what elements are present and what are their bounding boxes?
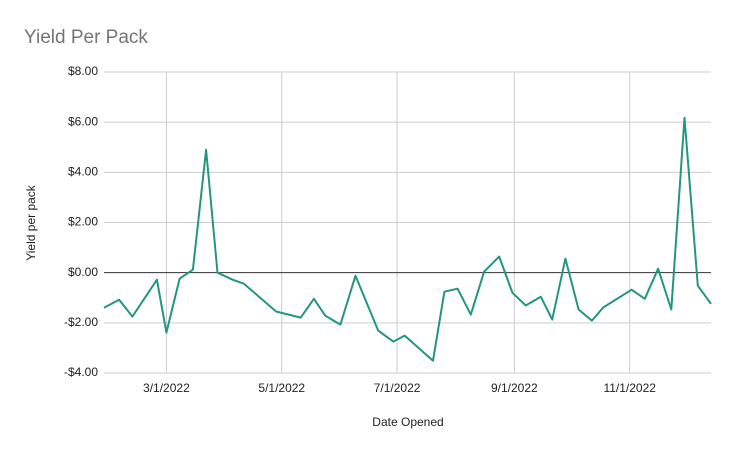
x-tick-label: 7/1/2022 xyxy=(374,381,421,395)
y-tick-label: -$2.00 xyxy=(64,315,98,329)
x-tick-label: 3/1/2022 xyxy=(143,381,190,395)
x-tick-label: 5/1/2022 xyxy=(258,381,305,395)
x-tick-label: 9/1/2022 xyxy=(491,381,538,395)
line-series xyxy=(103,116,712,362)
x-tick-label: 11/1/2022 xyxy=(603,381,656,395)
y-tick-label: $0.00 xyxy=(68,265,98,279)
y-axis-label: Yield per pack xyxy=(24,184,38,261)
y-tick-label: $4.00 xyxy=(68,165,98,179)
y-tick-label: $2.00 xyxy=(68,215,98,229)
y-tick-label: $6.00 xyxy=(68,114,98,128)
y-tick-label: $8.00 xyxy=(68,64,98,78)
y-tick-label: -$4.00 xyxy=(64,365,98,379)
chart-title: Yield Per Pack xyxy=(24,27,148,48)
x-axis-label: Date Opened xyxy=(372,415,443,429)
